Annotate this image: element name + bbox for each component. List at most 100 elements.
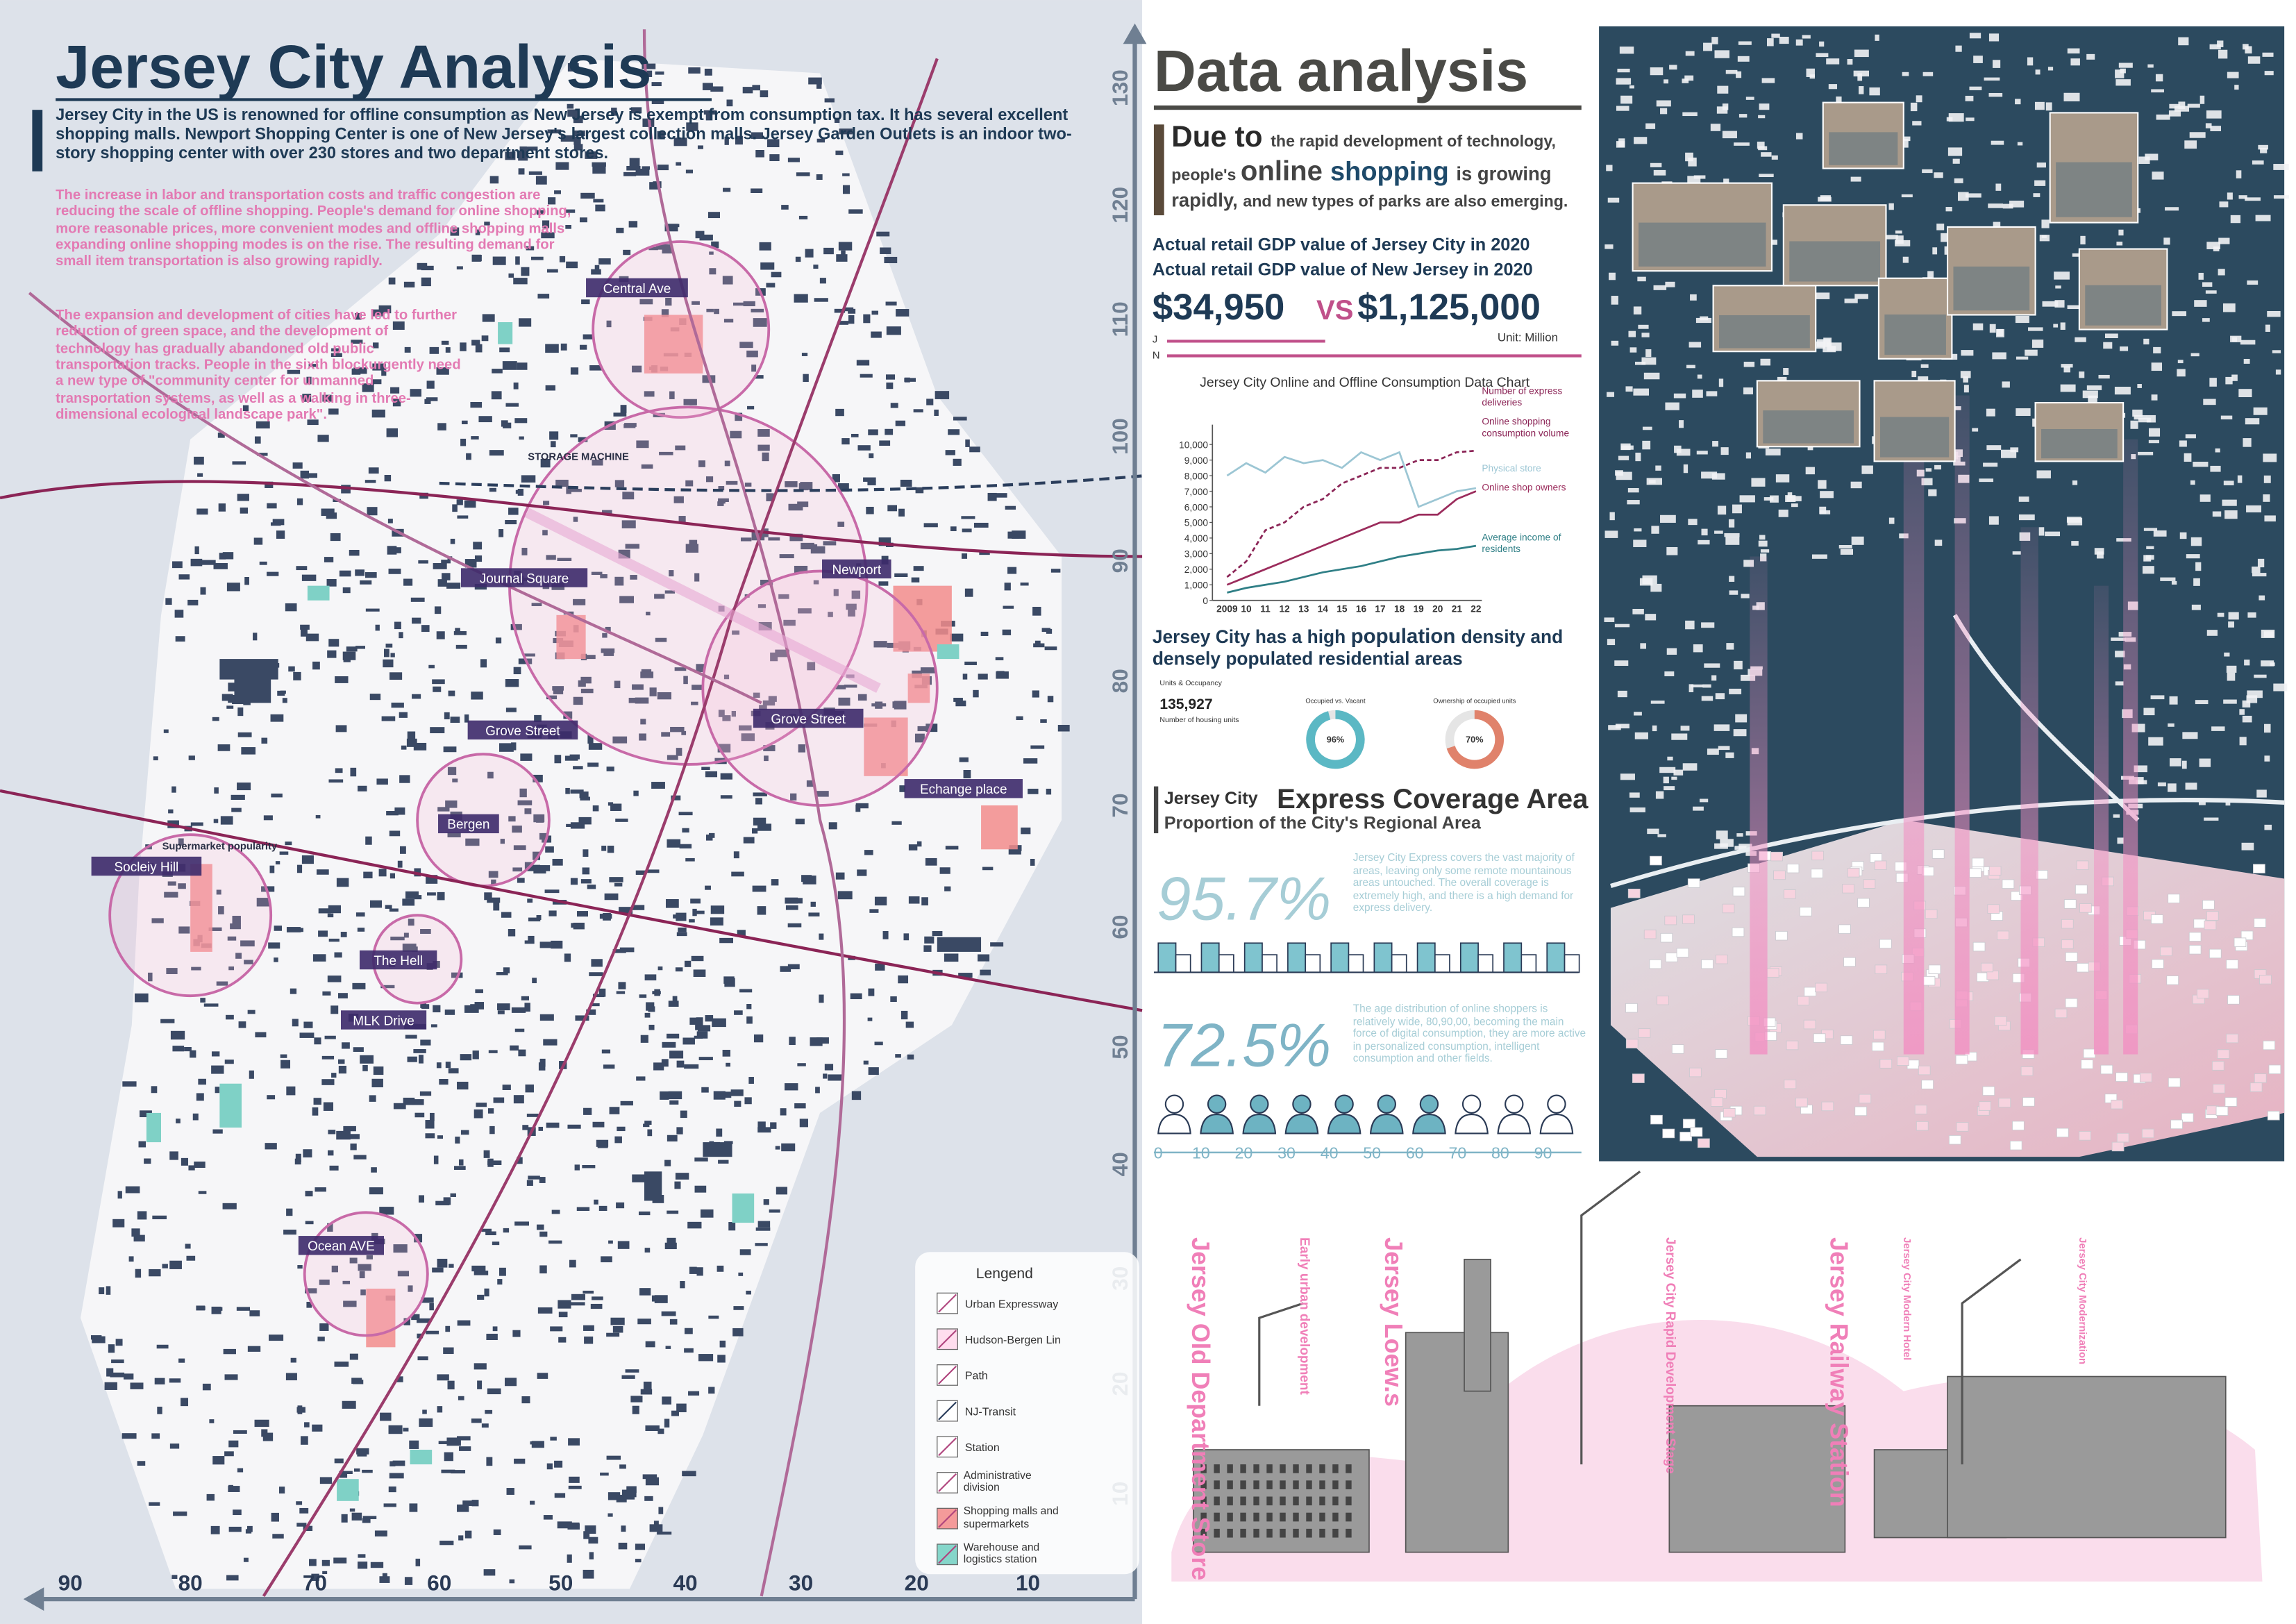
aerial-block [1615,470,1623,476]
aerial-block [2246,505,2262,512]
city-block [962,673,968,680]
city-block [456,266,463,270]
city-block [437,1406,443,1413]
aerial-block [1639,578,1653,586]
city-block [519,146,527,156]
big-stat: 72.5% [1157,1010,1331,1079]
city-block [255,1032,267,1038]
city-block [198,1078,206,1085]
city-block [508,929,516,937]
aerial-block [2195,700,2209,705]
city-cube [1753,1105,1766,1116]
city-block [261,737,268,744]
history-label: Jersey Old Department Store [1187,1237,1214,1580]
city-cube [2061,939,2074,949]
city-block [939,867,950,874]
city-block [220,816,233,825]
city-block [521,267,530,276]
city-block [733,851,739,859]
city-block [903,933,910,941]
city-block [744,483,752,487]
city-block [375,624,380,631]
city-cube [1662,1128,1675,1139]
aerial-block [1682,112,1698,117]
city-block [445,347,451,353]
city-block [415,1558,421,1566]
aerial-block [2041,219,2050,228]
city-block [387,519,393,524]
aerial-block [1650,162,1662,167]
aerial-block [1701,696,1713,701]
aerial-block [2132,409,2143,417]
city-block [296,498,303,505]
aerial-block [1611,340,1619,346]
city-block [665,298,672,306]
city-block [138,1141,146,1148]
city-block [410,597,425,602]
city-block [828,822,837,830]
x-tick-label: 60 [427,1570,451,1595]
city-cube [2254,1073,2267,1083]
city-block [606,1455,621,1460]
age-tick: 60 [1406,1144,1424,1162]
aerial-block [1634,712,1642,716]
city-block [441,560,451,564]
aerial-block [1640,643,1647,649]
city-block [657,692,672,700]
city-block [541,232,555,239]
aerial-block [1607,639,1616,646]
city-cube [1682,1119,1695,1129]
city-block [878,581,889,586]
city-block [487,1108,494,1114]
aerial-block [1888,517,1895,524]
aerial-block [1988,516,1999,525]
city-block [382,1573,387,1577]
city-block [667,1210,679,1214]
aerial-block [2218,49,2228,59]
building-icon [1546,942,1566,973]
city-block [908,844,918,851]
city-block [609,877,623,882]
city-block [733,1306,744,1310]
y-tick-label: 5,000 [1184,518,1209,528]
city-block [223,1348,236,1355]
city-block [369,694,381,701]
title-rule [1153,105,1582,110]
city-block [403,281,415,288]
city-block [823,541,837,546]
city-block [810,901,816,907]
aerial-block [2012,551,2021,555]
population-heading-text: population [1350,623,1461,648]
city-block [337,993,348,998]
city-block [492,1241,500,1246]
aerial-block [1925,468,1932,472]
city-cube [2217,1049,2230,1059]
city-block [339,1473,348,1478]
light-beam [1903,395,1925,1055]
aerial-block [2263,453,2277,462]
city-block [1023,758,1038,764]
window [1280,1480,1286,1489]
aerial-block [1702,684,1711,688]
express-big: Express Coverage Area [1277,784,1589,814]
city-block [226,583,240,592]
y-tick-label: 70 [1107,793,1132,817]
city-block [190,822,203,826]
person-head [1207,1094,1227,1114]
city-block [950,526,957,531]
person-body [1455,1113,1489,1135]
city-block [545,846,554,853]
aerial-block [1726,643,1734,650]
city-block [108,1344,115,1353]
aerial-block [2169,696,2178,705]
city-block [393,1103,406,1110]
city-block [242,405,249,412]
city-block [536,210,544,215]
city-block [178,1358,185,1363]
city-block [270,714,284,722]
paragraph-text: The increase in labor and transportation… [56,187,571,270]
city-block [958,973,973,978]
city-block [474,1363,487,1370]
city-block [301,855,314,864]
city-block [403,578,413,586]
